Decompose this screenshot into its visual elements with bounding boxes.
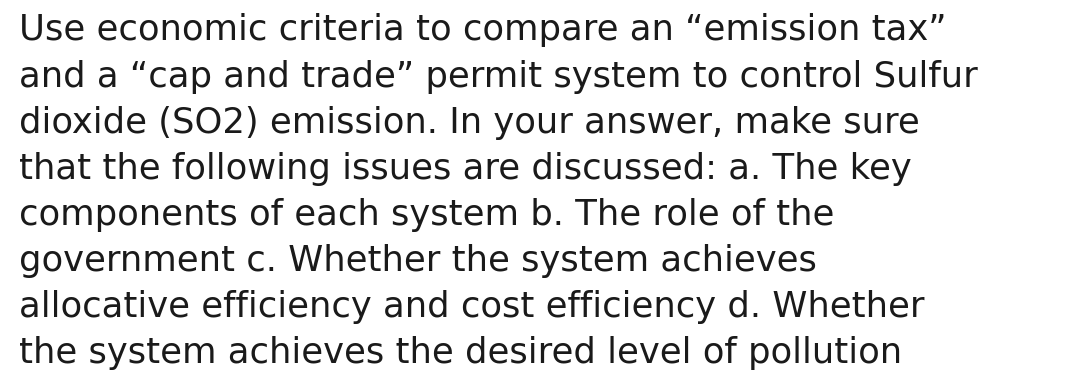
- Text: Use economic criteria to compare an “emission tax”
and a “cap and trade” permit : Use economic criteria to compare an “emi…: [19, 13, 978, 371]
